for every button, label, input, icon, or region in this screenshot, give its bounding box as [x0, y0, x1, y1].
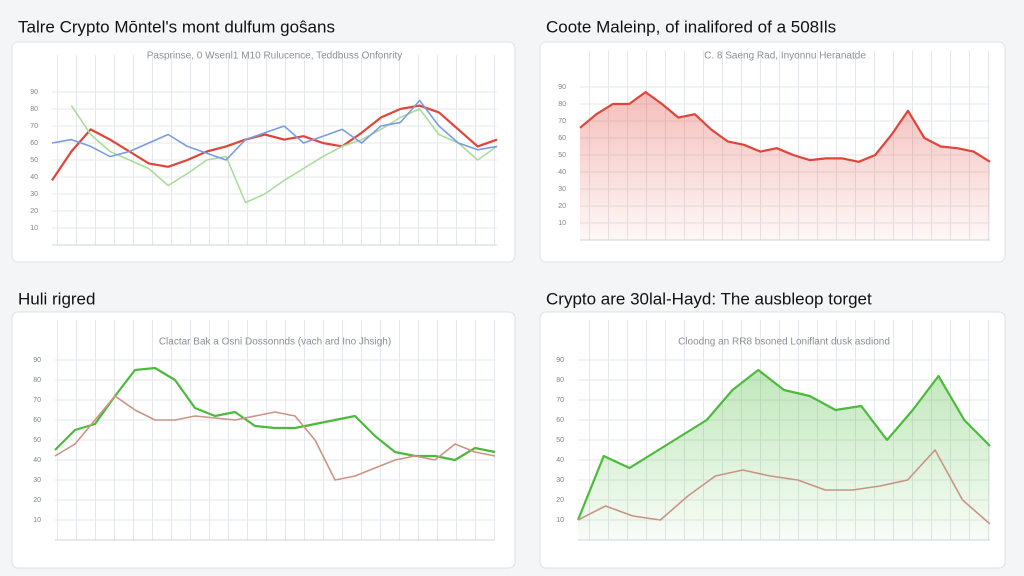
y-tick-label: 40	[33, 457, 41, 464]
line	[54, 366, 496, 462]
plot-grid-pattern	[55, 320, 495, 540]
y-tick-label: 10	[30, 225, 38, 232]
area	[578, 370, 990, 540]
y-tick-label: 90	[33, 357, 41, 364]
line	[579, 91, 991, 163]
y-tick-label: 90	[558, 84, 566, 91]
y-tick-label: 30	[556, 477, 564, 484]
y-tick-label: 50	[30, 157, 38, 164]
y-tick-label: 80	[558, 101, 566, 108]
chart-subtitle: Pasprinse, 0 Wsenl1 M10 Rulucence, Teddb…	[147, 51, 403, 62]
y-tick-label: 80	[556, 377, 564, 384]
y-tick-label: 90	[556, 357, 564, 364]
chart-title: Crypto are 30lal-Hayd: The ausbleop torg…	[546, 289, 872, 308]
y-tick-label: 50	[33, 437, 41, 444]
line	[54, 395, 496, 481]
y-tick-label: 20	[558, 203, 566, 210]
y-tick-label: 50	[556, 437, 564, 444]
line	[51, 104, 498, 182]
plot-grid-pattern	[52, 55, 497, 245]
y-tick-label: 80	[33, 377, 41, 384]
line	[51, 99, 498, 161]
y-tick-label: 10	[556, 517, 564, 524]
chart-subtitle: Clactar Bak a Osni Dossonnds (vach ard I…	[159, 337, 391, 348]
y-tick-label: 70	[30, 123, 38, 130]
chart-title: Huli rigred	[18, 289, 95, 308]
line	[70, 105, 498, 204]
y-tick-label: 60	[556, 417, 564, 424]
line	[576, 368, 991, 521]
y-tick-label: 80	[30, 106, 38, 113]
y-tick-label: 60	[30, 140, 38, 147]
area	[580, 92, 990, 240]
chart-title: Talre Crypto Mōntel's mont dulfum goŝans	[18, 17, 335, 36]
chart-subtitle: C. 8 Saeng Rad, Inyonnu Heranatde	[704, 51, 866, 62]
line	[577, 449, 991, 525]
y-tick-label: 50	[558, 152, 566, 159]
y-tick-label: 30	[30, 191, 38, 198]
y-tick-label: 20	[33, 497, 41, 504]
y-tick-label: 40	[558, 169, 566, 176]
y-tick-label: 70	[558, 118, 566, 125]
y-tick-label: 60	[558, 135, 566, 142]
y-tick-label: 20	[556, 497, 564, 504]
y-tick-label: 90	[30, 89, 38, 96]
chart-subtitle: Cloodng an RR8 bsoned Loniflant dusk asd…	[678, 337, 890, 348]
chart-title: Coote Maleinp, of inalifored of a 508Ils	[546, 17, 836, 36]
y-tick-label: 40	[30, 174, 38, 181]
y-tick-label: 20	[30, 208, 38, 215]
y-tick-label: 70	[33, 397, 41, 404]
y-tick-label: 60	[33, 417, 41, 424]
y-tick-label: 10	[33, 517, 41, 524]
y-tick-label: 40	[556, 457, 564, 464]
y-tick-label: 10	[558, 220, 566, 227]
y-tick-label: 30	[558, 186, 566, 193]
y-tick-label: 70	[556, 397, 564, 404]
y-tick-label: 30	[33, 477, 41, 484]
